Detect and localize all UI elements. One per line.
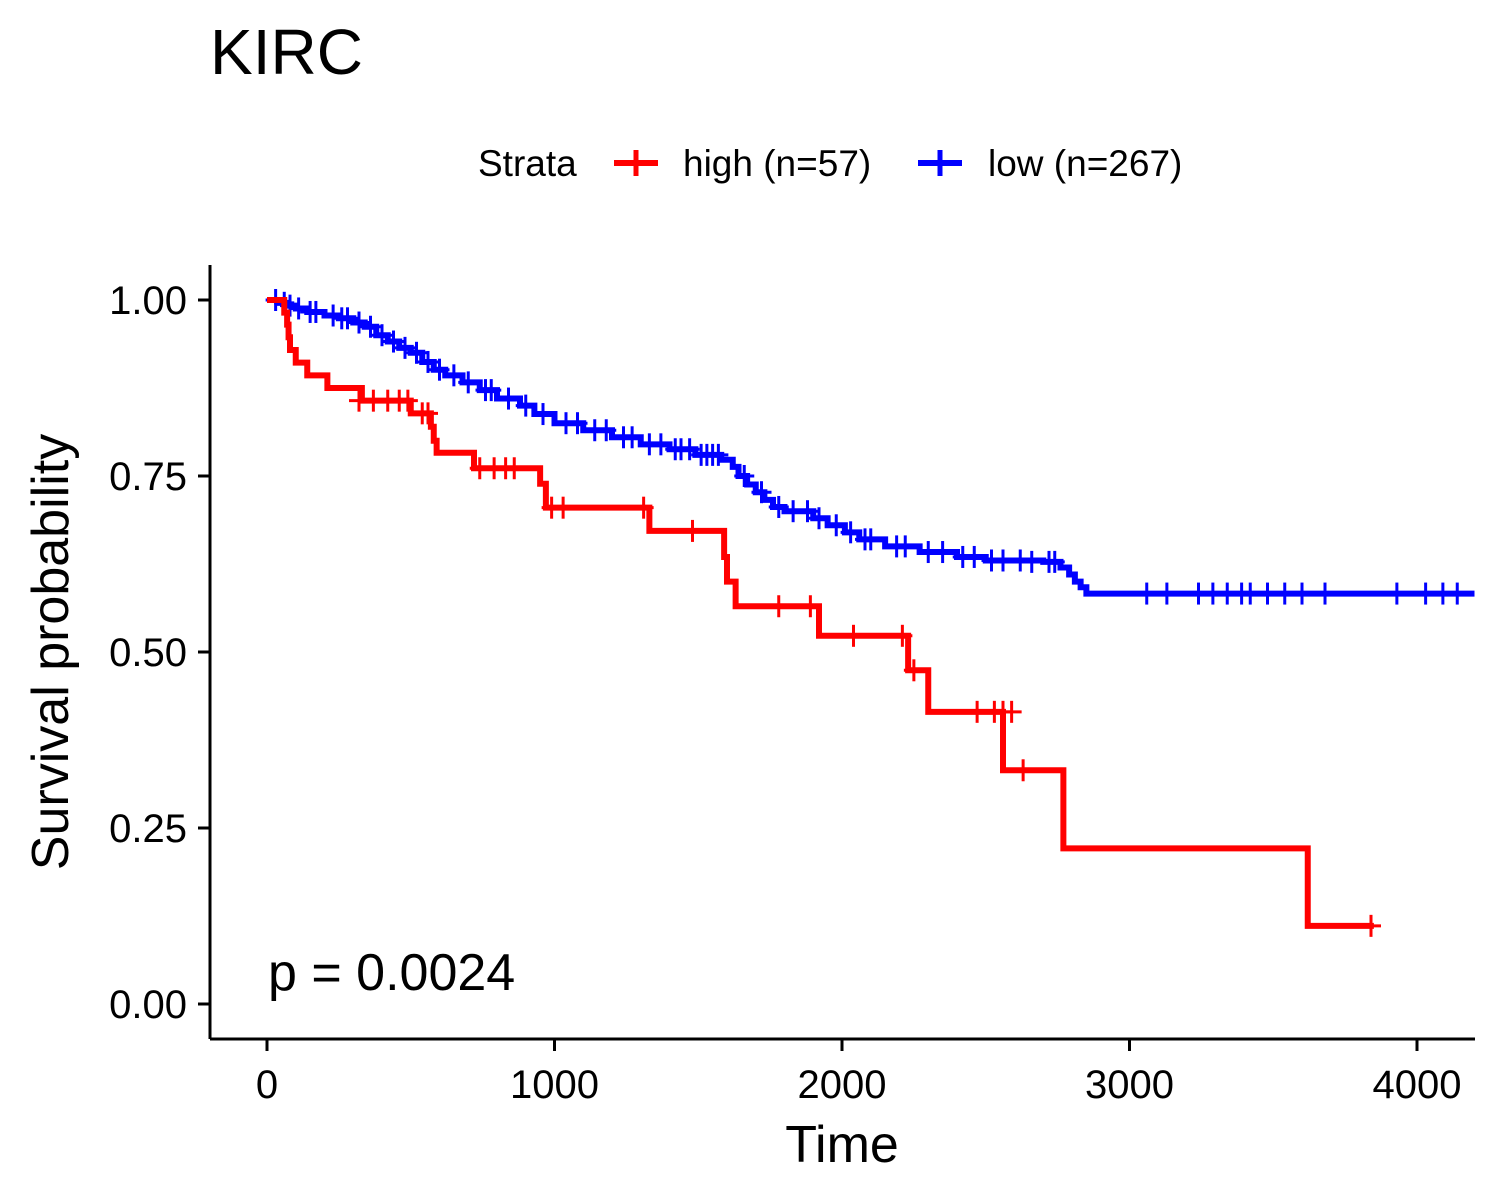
censor-mark-high bbox=[553, 496, 574, 519]
censor-mark-low bbox=[932, 541, 953, 564]
x-tick-label: 3000 bbox=[1085, 1063, 1174, 1107]
censor-mark-low bbox=[1240, 582, 1261, 605]
censor-mark-low bbox=[1386, 582, 1407, 605]
series-line-high bbox=[267, 297, 1374, 929]
censor-mark-low bbox=[596, 419, 617, 442]
series-high bbox=[267, 297, 1381, 937]
censor-mark-low bbox=[533, 403, 553, 426]
censor-mark-low bbox=[1136, 582, 1157, 605]
censor-mark-low bbox=[809, 507, 829, 530]
censor-mark-low bbox=[372, 324, 392, 347]
censor-mark-high bbox=[903, 659, 924, 682]
censor-mark-low bbox=[360, 315, 381, 338]
censor-mark-high bbox=[768, 595, 789, 618]
censor-mark-low bbox=[1044, 550, 1065, 573]
censor-mark-low bbox=[395, 336, 415, 359]
censor-mark-low bbox=[1156, 582, 1177, 605]
censor-mark-low bbox=[964, 545, 985, 568]
legend-label-high: high (n=57) bbox=[683, 143, 871, 184]
x-tick-label: 1000 bbox=[510, 1063, 599, 1107]
legend-key-high bbox=[614, 150, 658, 176]
censor-mark-low bbox=[349, 311, 369, 334]
censor-mark-low bbox=[383, 330, 404, 353]
censor-mark-high bbox=[397, 389, 418, 412]
censor-mark-high bbox=[800, 595, 821, 618]
y-axis-label: Survival probability bbox=[22, 434, 80, 870]
censor-mark-high bbox=[682, 519, 703, 542]
censor-mark-low bbox=[734, 465, 755, 487]
censor-mark-low bbox=[797, 500, 818, 523]
x-tick-label: 4000 bbox=[1373, 1063, 1462, 1107]
censor-mark-high bbox=[633, 496, 654, 519]
plot-area bbox=[265, 289, 1475, 937]
censor-mark-high bbox=[504, 457, 525, 480]
legend-label-low: low (n=267) bbox=[988, 143, 1182, 184]
x-axis-label: Time bbox=[785, 1116, 899, 1174]
legend-key-low bbox=[918, 150, 962, 176]
legend-title: Strata bbox=[478, 143, 577, 184]
censor-mark-low bbox=[622, 426, 643, 449]
series-low bbox=[265, 289, 1475, 605]
censor-mark-high bbox=[1013, 759, 1034, 782]
censor-mark-low bbox=[840, 521, 861, 544]
y-axis: 0.00 0.25 0.50 0.75 1.00 bbox=[109, 265, 212, 1039]
censor-mark-low bbox=[1315, 582, 1335, 605]
x-axis: 0 1000 2000 3000 4000 bbox=[210, 1037, 1475, 1107]
censor-mark-low bbox=[498, 387, 519, 410]
censor-mark-low bbox=[567, 412, 588, 435]
chart-title: KIRC bbox=[210, 16, 363, 88]
censor-mark-low bbox=[1292, 582, 1312, 605]
censor-mark-low bbox=[650, 433, 671, 456]
x-tick-label: 2000 bbox=[798, 1063, 887, 1107]
censor-mark-low bbox=[323, 304, 344, 327]
y-tick-label: 1.00 bbox=[109, 279, 187, 323]
censor-mark-low bbox=[826, 514, 847, 537]
censor-mark-high bbox=[843, 624, 864, 647]
censor-mark-low bbox=[1274, 582, 1295, 605]
censor-mark-low bbox=[751, 481, 772, 504]
y-tick-label: 0.50 bbox=[109, 631, 187, 675]
censor-mark-low bbox=[458, 371, 479, 394]
censor-mark-high bbox=[418, 402, 438, 425]
y-tick-label: 0.00 bbox=[109, 983, 187, 1027]
censor-mark-low bbox=[1415, 582, 1436, 605]
p-value-annotation: p = 0.0024 bbox=[268, 944, 515, 1002]
y-tick-label: 0.75 bbox=[109, 455, 187, 499]
censor-mark-high bbox=[1361, 914, 1381, 937]
censor-mark-low bbox=[708, 443, 729, 466]
censor-mark-low bbox=[1257, 582, 1278, 605]
censor-mark-low bbox=[429, 358, 450, 381]
censor-mark-low bbox=[768, 495, 789, 518]
legend: Strata high (n=57) low (n=267) bbox=[478, 143, 1182, 184]
censor-mark-low bbox=[305, 300, 326, 323]
censor-mark-high bbox=[892, 624, 913, 647]
censor-mark-low bbox=[288, 297, 309, 320]
censor-mark-low bbox=[860, 528, 881, 551]
censor-mark-low bbox=[418, 350, 438, 373]
censor-mark-low bbox=[515, 394, 536, 417]
censor-mark-low bbox=[337, 307, 358, 330]
censor-mark-low bbox=[406, 341, 427, 364]
censor-mark-low bbox=[1447, 582, 1468, 605]
censor-mark-low bbox=[481, 379, 502, 402]
x-tick-label: 0 bbox=[256, 1063, 278, 1107]
censor-mark-low bbox=[443, 364, 464, 387]
censor-mark-low bbox=[1021, 550, 1042, 573]
censor-mark-low bbox=[895, 535, 916, 558]
censor-mark-high bbox=[967, 700, 988, 723]
y-tick-label: 0.25 bbox=[109, 807, 187, 851]
censor-mark-low bbox=[993, 549, 1013, 572]
censor-mark-high bbox=[1001, 700, 1022, 723]
censor-mark-low bbox=[679, 438, 700, 461]
